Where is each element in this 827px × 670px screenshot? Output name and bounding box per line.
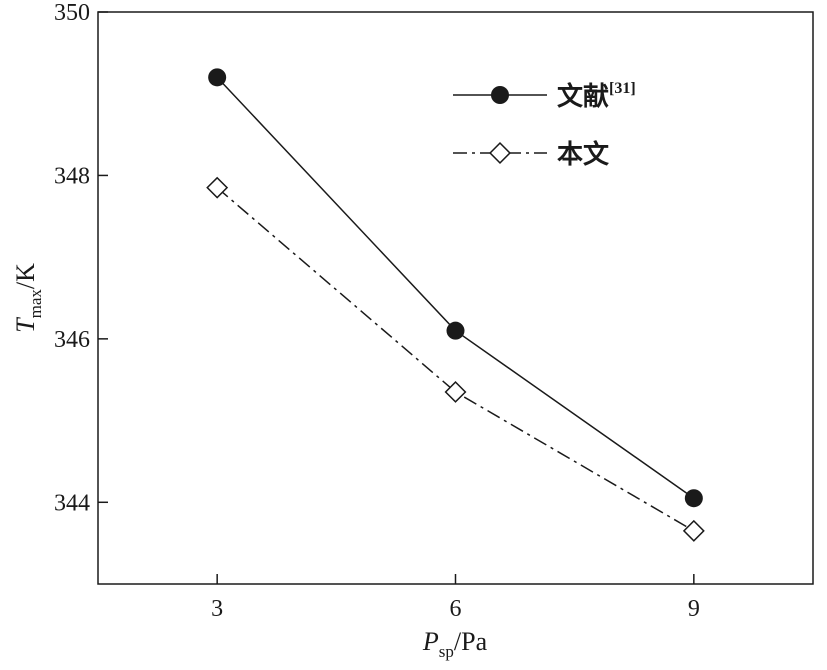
legend-label-series-2: 本文 [557, 139, 610, 170]
x-axis-title: Psp/Pa [422, 627, 488, 661]
series-2-point-6 [444, 381, 467, 403]
legend: 文献[31] 本文 [453, 80, 636, 170]
legend-marker-series-1 [491, 86, 509, 104]
legend-entry-series-1: 文献[31] [453, 80, 636, 112]
y-tick-label-346: 346 [54, 327, 90, 353]
y-tick-label-350: 350 [54, 0, 90, 26]
series-1-line [216, 76, 695, 499]
y-axis-title: Tmax/K [11, 263, 45, 333]
x-axis-ticks: 3 6 9 [211, 574, 700, 622]
series-1-point-3 [208, 68, 227, 87]
y-tick-label-348: 348 [54, 163, 90, 189]
series-1-point-9 [684, 489, 703, 508]
series-2-line [216, 187, 695, 532]
legend-entry-series-2: 本文 [453, 139, 610, 170]
series-layer [206, 68, 705, 542]
series-1-point-6 [446, 321, 465, 340]
legend-marker-series-2 [489, 142, 511, 164]
x-tick-label-9: 9 [688, 596, 700, 622]
legend-label-series-1: 文献[31] [557, 80, 636, 112]
y-axis-ticks: 344 346 348 350 [54, 0, 108, 516]
x-tick-label-3: 3 [211, 596, 223, 622]
series-2-point-3 [206, 176, 229, 199]
y-tick-label-344: 344 [54, 490, 90, 516]
series-2-point-9 [682, 519, 705, 542]
x-tick-label-6: 6 [450, 596, 462, 622]
plot-frame [97, 11, 814, 585]
